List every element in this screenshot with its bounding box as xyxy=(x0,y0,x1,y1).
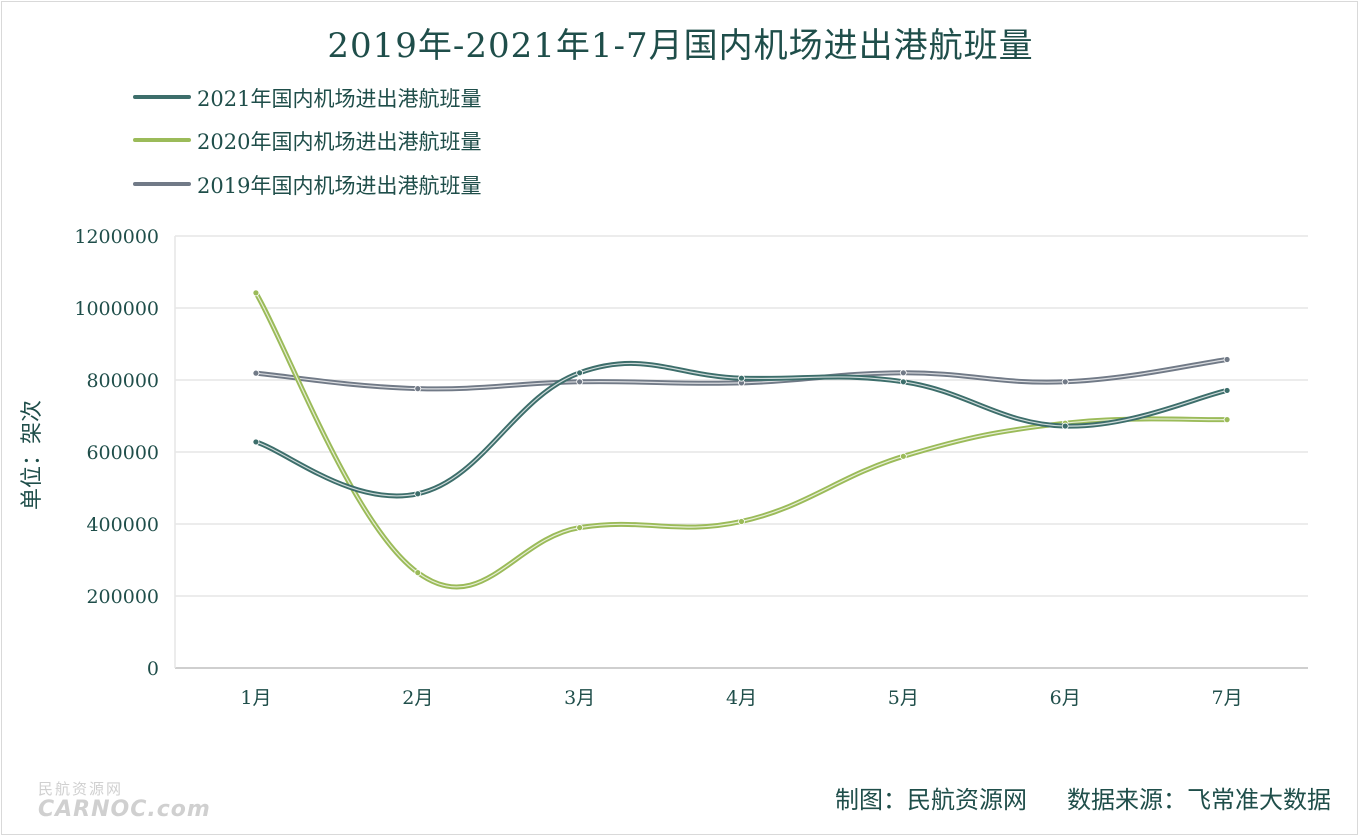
legend-swatch-2020 xyxy=(133,138,191,142)
footer: 制图：民航资源网 数据来源：飞常准大数据 xyxy=(795,780,1331,815)
x-tick-label-1: 1月 xyxy=(240,687,271,709)
data-point-2020-3 xyxy=(576,524,584,531)
y-tick-label-200000: 200000 xyxy=(86,586,159,608)
y-tick-label-400000: 400000 xyxy=(86,514,159,536)
data-point-2021-2 xyxy=(414,490,422,498)
data-point-2021-4 xyxy=(738,374,745,382)
data-point-2019-7 xyxy=(1223,356,1231,363)
watermark-line2: CARNOC.com xyxy=(38,797,211,822)
chart-title: 2019年-2021年1-7月国内机场进出港航班量 xyxy=(327,26,1034,66)
y-tick-label-1200000: 1200000 xyxy=(74,226,159,248)
data-point-2020-7 xyxy=(1223,416,1231,424)
data-point-2019-6 xyxy=(1061,378,1069,386)
data-point-2021-1 xyxy=(252,438,260,446)
data-point-2021-3 xyxy=(576,369,584,377)
data-point-2020-4 xyxy=(738,518,745,525)
legend-swatch-2019 xyxy=(133,182,191,186)
legend-swatch-2021 xyxy=(133,95,191,99)
data-point-2021-5 xyxy=(899,378,907,386)
footer-source: 数据来源：飞常准大数据 xyxy=(1067,786,1331,814)
data-point-2020-5 xyxy=(899,452,907,460)
data-point-2020-1 xyxy=(252,289,260,297)
data-point-2021-6 xyxy=(1061,422,1069,430)
footer-maker: 制图：民航资源网 xyxy=(835,786,1027,814)
y-tick-label-0: 0 xyxy=(147,658,159,680)
series-line-2020 xyxy=(253,290,1230,590)
x-tick-label-4: 4月 xyxy=(726,687,757,709)
y-tick-label-600000: 600000 xyxy=(86,442,159,464)
series-line-highlight-2020 xyxy=(255,292,1228,588)
y-tick-label-1000000: 1000000 xyxy=(74,298,159,320)
legend-label-2020: 2020年国内机场进出港航班量 xyxy=(197,130,482,154)
data-point-2021-7 xyxy=(1223,387,1231,394)
y-tick-label-800000: 800000 xyxy=(86,370,159,392)
x-tick-label-5: 5月 xyxy=(888,687,919,709)
x-tick-label-6: 6月 xyxy=(1050,687,1081,709)
data-point-2019-5 xyxy=(899,369,907,377)
watermark-line1: 民航资源网 xyxy=(38,780,124,798)
data-point-2019-1 xyxy=(252,369,260,377)
data-point-2019-2 xyxy=(414,385,422,393)
data-point-2019-3 xyxy=(576,378,584,386)
data-point-2020-2 xyxy=(414,569,422,576)
x-tick-label-7: 7月 xyxy=(1212,687,1243,709)
legend-label-2019: 2019年国内机场进出港航班量 xyxy=(197,174,482,198)
legend-label-2021: 2021年国内机场进出港航班量 xyxy=(197,87,482,111)
carnoc-watermark: 民航资源网 CARNOC.com xyxy=(38,778,211,822)
x-tick-label-2: 2月 xyxy=(402,687,433,709)
x-tick-label-3: 3月 xyxy=(564,687,595,709)
